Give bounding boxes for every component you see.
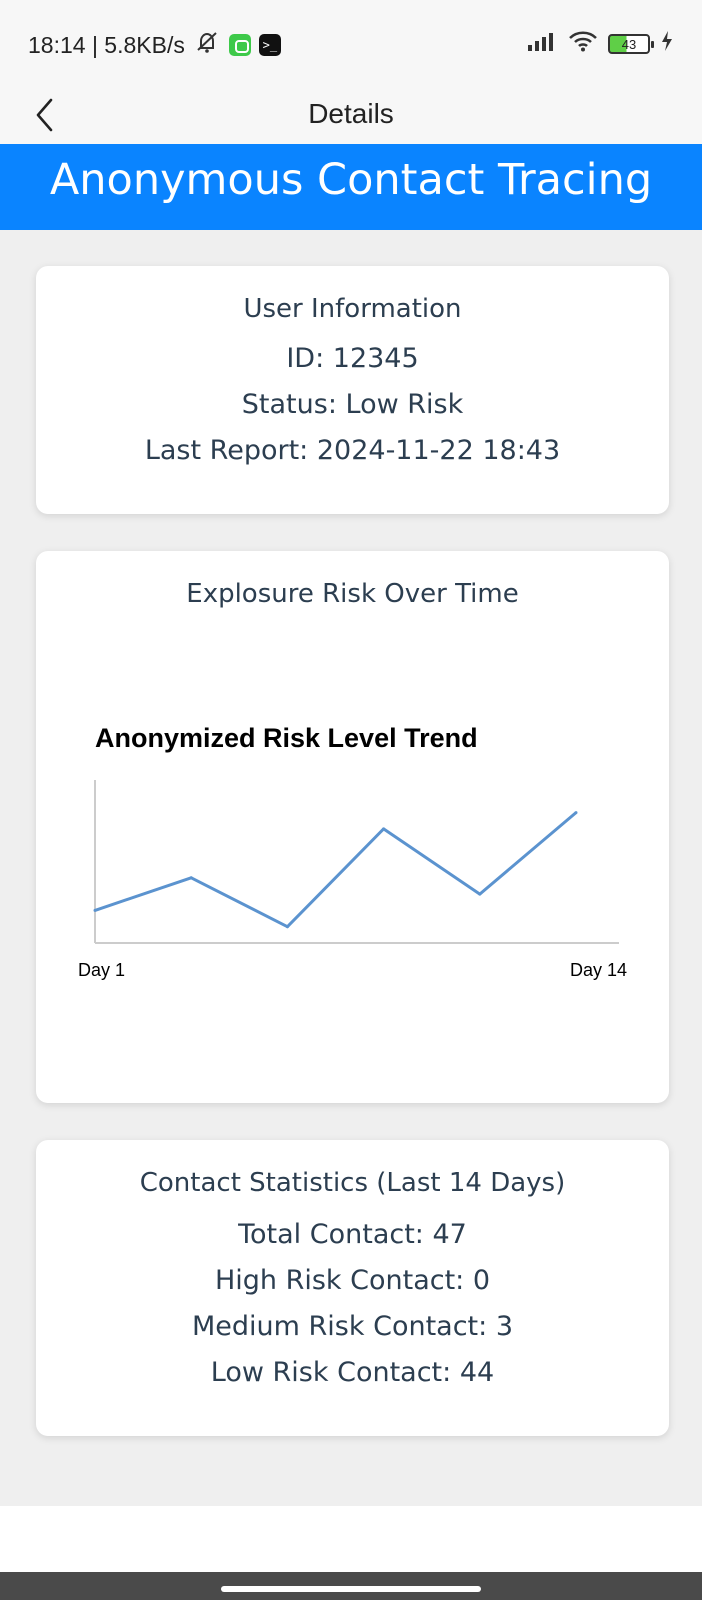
wifi-icon xyxy=(568,30,598,58)
contact-stats-card: Contact Statistics (Last 14 Days) Total … xyxy=(36,1140,669,1436)
user-info-heading: User Information xyxy=(243,294,462,324)
signal-icon xyxy=(526,30,558,58)
back-button[interactable] xyxy=(20,92,70,142)
medium-risk-contact: Medium Risk Contact: 3 xyxy=(192,1311,513,1342)
user-status: Status: Low Risk xyxy=(241,389,464,420)
battery-icon: 43 xyxy=(608,34,654,54)
bottom-spacer xyxy=(0,1506,702,1572)
risk-chart-card: Explosure Risk Over Time Anonymized Risk… xyxy=(36,551,669,1103)
low-risk-contact: Low Risk Contact: 44 xyxy=(210,1357,495,1388)
chart-point xyxy=(574,811,578,815)
charging-icon xyxy=(660,30,674,58)
nav-bar: Details xyxy=(0,88,702,144)
app-title: Anonymous Contact Tracing xyxy=(49,155,653,205)
risk-chart: Anonymized Risk Level Trend Day 1 Day 14 xyxy=(78,723,627,980)
chevron-left-icon xyxy=(33,97,57,137)
chart-points xyxy=(93,811,578,929)
status-left: 18:14 | 5.8KB/s >_ xyxy=(28,30,281,60)
user-id: ID: 12345 xyxy=(286,343,419,374)
total-contact: Total Contact: 47 xyxy=(238,1219,467,1250)
status-right: 43 xyxy=(526,30,674,58)
risk-chart-heading: Explosure Risk Over Time xyxy=(186,579,519,609)
user-last-report: Last Report: 2024-11-22 18:43 xyxy=(144,435,561,466)
chart-point xyxy=(93,908,97,912)
chart-x-tick-last: Day 14 xyxy=(570,960,627,980)
status-time-speed: 18:14 | 5.8KB/s xyxy=(28,31,185,58)
high-risk-contact: High Risk Contact: 0 xyxy=(214,1265,491,1296)
chart-point xyxy=(478,892,482,896)
nav-title: Details xyxy=(308,98,394,129)
chart-x-tick-first: Day 1 xyxy=(78,960,125,980)
battery-level: 43 xyxy=(621,36,637,52)
home-gesture-bar[interactable] xyxy=(221,1586,481,1592)
gesture-area xyxy=(0,1572,702,1600)
chart-point xyxy=(285,925,289,929)
chart-point xyxy=(189,876,193,880)
status-bar: 18:14 | 5.8KB/s >_ 43 xyxy=(0,0,702,88)
app-icon xyxy=(228,34,251,56)
mute-icon xyxy=(193,30,221,60)
user-info-card: User Information ID: 12345 Status: Low R… xyxy=(36,266,669,514)
contact-stats-heading: Contact Statistics (Last 14 Days) xyxy=(139,1168,566,1198)
chart-title: Anonymized Risk Level Trend xyxy=(95,723,478,753)
chart-point xyxy=(382,827,386,831)
terminal-icon: >_ xyxy=(258,34,281,56)
app-header: Anonymous Contact Tracing xyxy=(0,144,702,230)
chart-series-line xyxy=(94,811,577,929)
